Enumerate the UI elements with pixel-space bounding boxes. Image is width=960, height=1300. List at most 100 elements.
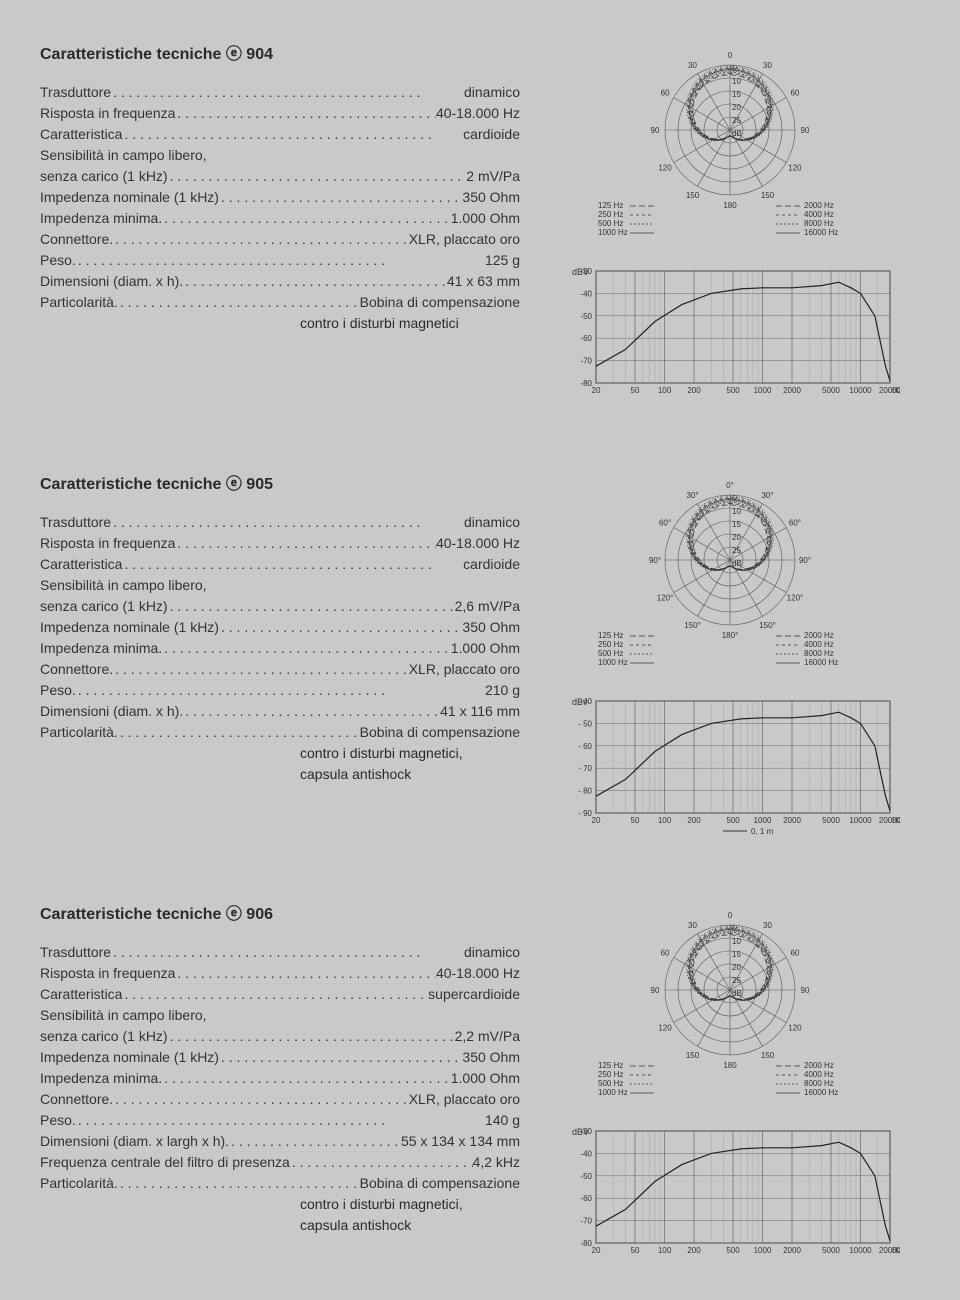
spec-value: Bobina di compensazione bbox=[360, 292, 520, 313]
svg-text:dBv: dBv bbox=[572, 697, 588, 707]
spec-row: Sensibilità in campo libero, bbox=[40, 1005, 520, 1026]
charts-column: 0°30°30°60°60°90°90°120°120°150°150°180°… bbox=[540, 470, 920, 840]
svg-text:150: 150 bbox=[761, 1051, 775, 1060]
svg-text:50: 50 bbox=[631, 816, 640, 825]
spec-dots: . . . . . . . . . . . . . . . . . . . . … bbox=[168, 166, 467, 187]
spec-dots: . . . . . . . . . . . . . . . . . . . . … bbox=[229, 1131, 401, 1152]
spec-value: 350 Ohm bbox=[462, 617, 520, 638]
spec-label: Peso. bbox=[40, 680, 76, 701]
svg-text:500 Hz: 500 Hz bbox=[598, 649, 623, 658]
svg-text:2000: 2000 bbox=[783, 1246, 801, 1255]
svg-text:20: 20 bbox=[732, 103, 741, 112]
svg-text:500: 500 bbox=[726, 816, 740, 825]
svg-text:0, 1 m: 0, 1 m bbox=[751, 827, 774, 835]
svg-text:5000: 5000 bbox=[822, 386, 840, 395]
svg-text:90: 90 bbox=[651, 986, 660, 995]
spec-dots: . . . . . . . . . . . . . . . . . . . . … bbox=[175, 963, 436, 984]
svg-text:0: 0 bbox=[728, 911, 733, 920]
svg-text:5000: 5000 bbox=[822, 1246, 840, 1255]
spec-row: Risposta in frequenza . . . . . . . . . … bbox=[40, 963, 520, 984]
svg-text:30°: 30° bbox=[686, 491, 698, 500]
spec-value: cardioide bbox=[463, 554, 520, 575]
svg-text:60: 60 bbox=[661, 949, 670, 958]
svg-text:100: 100 bbox=[658, 816, 672, 825]
spec-dots: . . . . . . . . . . . . . . . . . . . . … bbox=[162, 1068, 451, 1089]
svg-text:100: 100 bbox=[658, 1246, 672, 1255]
svg-text:10000: 10000 bbox=[849, 1246, 872, 1255]
svg-text:120°: 120° bbox=[787, 594, 804, 603]
spec-value: XLR, placcato oro bbox=[409, 1089, 520, 1110]
spec-dots: . . . . . . . . . . . . . . . . . . . . … bbox=[122, 984, 428, 1005]
spec-label: Impedenza nominale (1 kHz) bbox=[40, 617, 219, 638]
spec-value: 1.000 Ohm bbox=[451, 638, 520, 659]
svg-text:Hz: Hz bbox=[892, 816, 900, 825]
svg-text:20: 20 bbox=[732, 963, 741, 972]
svg-text:dBV: dBV bbox=[572, 1127, 589, 1137]
spec-row: Caratteristica . . . . . . . . . . . . .… bbox=[40, 554, 520, 575]
spec-dots: . . . . . . . . . . . . . . . . . . . . … bbox=[122, 554, 463, 575]
svg-text:8000 Hz: 8000 Hz bbox=[804, 1079, 834, 1088]
spec-row: Trasduttore . . . . . . . . . . . . . . … bbox=[40, 942, 520, 963]
svg-text:8000 Hz: 8000 Hz bbox=[804, 649, 834, 658]
spec-value: 41 x 116 mm bbox=[440, 701, 520, 722]
svg-text:2000 Hz: 2000 Hz bbox=[804, 201, 834, 210]
svg-text:180: 180 bbox=[723, 1061, 737, 1070]
spec-dots: . . . . . . . . . . . . . . . . . . . . … bbox=[76, 250, 485, 271]
svg-text:10000: 10000 bbox=[849, 816, 872, 825]
spec-dots: . . . . . . . . . . . . . . . . . . . . … bbox=[219, 617, 462, 638]
spec-row: Connettore. . . . . . . . . . . . . . . … bbox=[40, 1089, 520, 1110]
svg-text:-60: -60 bbox=[580, 334, 592, 343]
svg-text:1000 Hz: 1000 Hz bbox=[598, 228, 628, 237]
spec-row: Impedenza nominale (1 kHz) . . . . . . .… bbox=[40, 1047, 520, 1068]
spec-row: Peso. . . . . . . . . . . . . . . . . . … bbox=[40, 1110, 520, 1131]
spec-label: senza carico (1 kHz) bbox=[40, 1026, 168, 1047]
svg-text:4000 Hz: 4000 Hz bbox=[804, 640, 834, 649]
specs-column: Caratteristiche tecniche ⓔ 904Trasduttor… bbox=[40, 40, 520, 410]
svg-text:10: 10 bbox=[732, 507, 741, 516]
svg-text:30: 30 bbox=[688, 61, 697, 70]
charts-column: 0303060609090120120150150180510152025dB1… bbox=[540, 900, 920, 1270]
spec-continuation: contro i disturbi magnetici bbox=[40, 313, 520, 334]
svg-text:- 50: - 50 bbox=[578, 719, 592, 728]
frequency-response-chart: - 40- 50- 60- 70- 80- 90dBv2050100200500… bbox=[560, 695, 900, 840]
svg-text:250 Hz: 250 Hz bbox=[598, 210, 623, 219]
spec-label: Impedenza nominale (1 kHz) bbox=[40, 1047, 219, 1068]
spec-value: Bobina di compensazione bbox=[360, 1173, 520, 1194]
svg-text:2000: 2000 bbox=[783, 816, 801, 825]
spec-label: Particolarità. bbox=[40, 1173, 118, 1194]
spec-label: Sensibilità in campo libero, bbox=[40, 1005, 207, 1026]
spec-continuation: contro i disturbi magnetici, bbox=[40, 1194, 520, 1215]
spec-dots: . . . . . . . . . . . . . . . . . . . . … bbox=[122, 124, 463, 145]
svg-text:120: 120 bbox=[788, 1024, 802, 1033]
spec-dots: . . . . . . . . . . . . . . . . . . . . … bbox=[168, 1026, 455, 1047]
spec-row: Dimensioni (diam. x h). . . . . . . . . … bbox=[40, 271, 520, 292]
spec-label: Connettore. bbox=[40, 659, 113, 680]
spec-row: Impedenza nominale (1 kHz) . . . . . . .… bbox=[40, 187, 520, 208]
svg-text:-40: -40 bbox=[580, 1149, 592, 1158]
spec-dots: . . . . . . . . . . . . . . . . . . . . … bbox=[162, 638, 451, 659]
spec-dots: . . . . . . . . . . . . . . . . . . . . … bbox=[162, 208, 451, 229]
spec-value: 1.000 Ohm bbox=[451, 208, 520, 229]
spec-value: dinamico bbox=[464, 942, 520, 963]
svg-text:125 Hz: 125 Hz bbox=[598, 201, 623, 210]
svg-text:150: 150 bbox=[686, 191, 700, 200]
svg-text:20: 20 bbox=[732, 533, 741, 542]
spec-label: Particolarità. bbox=[40, 722, 118, 743]
spec-dots: . . . . . . . . . . . . . . . . . . . . … bbox=[183, 701, 440, 722]
svg-text:Hz: Hz bbox=[892, 386, 900, 395]
svg-text:1000 Hz: 1000 Hz bbox=[598, 658, 628, 667]
svg-text:30: 30 bbox=[763, 61, 772, 70]
spec-value: dinamico bbox=[464, 512, 520, 533]
spec-value: 350 Ohm bbox=[462, 187, 520, 208]
spec-dots: . . . . . . . . . . . . . . . . . . . . … bbox=[183, 271, 447, 292]
svg-text:60°: 60° bbox=[659, 519, 671, 528]
svg-text:- 80: - 80 bbox=[578, 787, 592, 796]
spec-label: Trasduttore bbox=[40, 942, 111, 963]
svg-text:500: 500 bbox=[726, 386, 740, 395]
svg-text:dB: dB bbox=[732, 989, 742, 998]
spec-row: Trasduttore . . . . . . . . . . . . . . … bbox=[40, 512, 520, 533]
svg-text:-50: -50 bbox=[580, 312, 592, 321]
svg-text:180: 180 bbox=[723, 201, 737, 210]
spec-section: Caratteristiche tecniche ⓔ 904Trasduttor… bbox=[40, 40, 920, 410]
svg-text:150: 150 bbox=[686, 1051, 700, 1060]
